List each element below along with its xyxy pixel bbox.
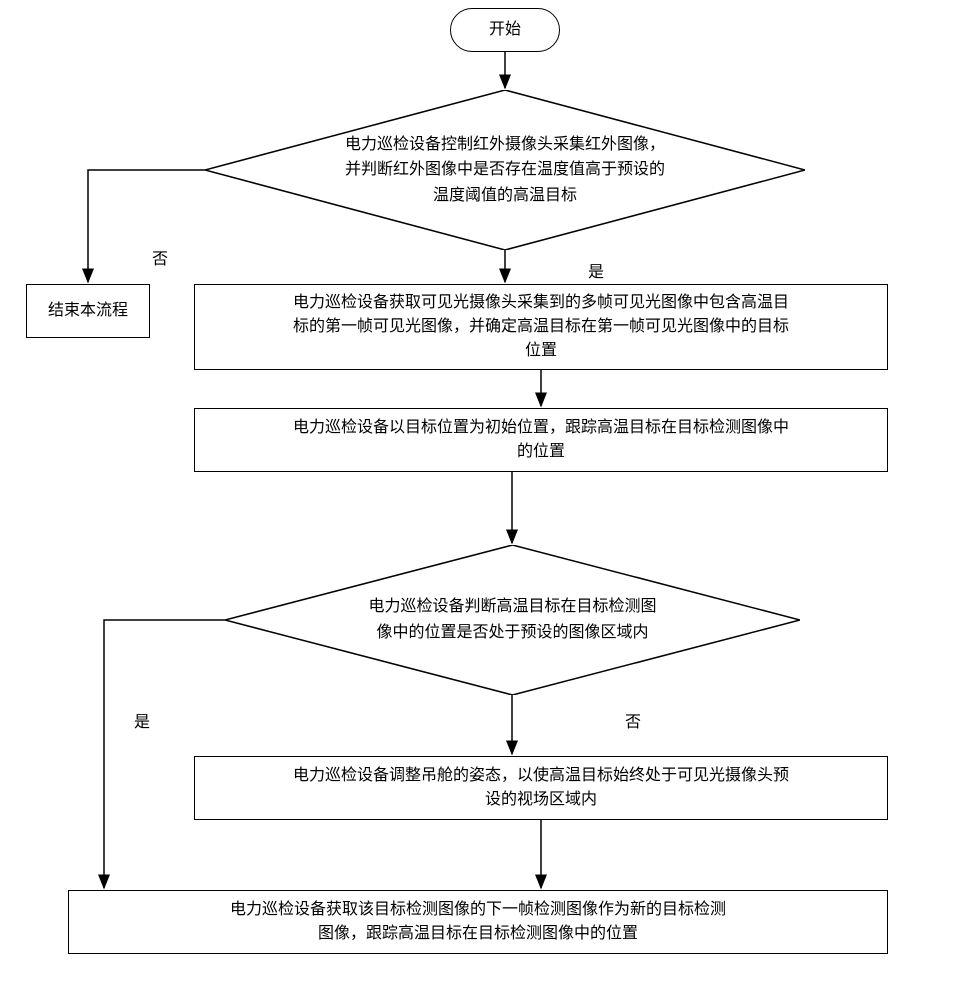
label-no1-text: 否 xyxy=(152,251,168,268)
proc4-node: 电力巡检设备获取该目标检测图像的下一帧检测图像作为新的目标检测 图像，跟踪高温目… xyxy=(68,890,888,954)
proc3-node: 电力巡检设备调整吊舱的姿态，以使高温目标始终处于可见光摄像头预 设的视场区域内 xyxy=(194,756,888,820)
decision2-text: 电力巡检设备判断高温目标在目标检测图 像中的位置是否处于预设的图像区域内 xyxy=(368,594,656,645)
decision1-node: 电力巡检设备控制红外摄像头采集红外图像， 并判断红外图像中是否存在温度值高于预设… xyxy=(205,90,805,250)
edge-d1-end xyxy=(88,170,205,282)
start-node: 开始 xyxy=(450,8,560,52)
proc2-node: 电力巡检设备以目标位置为初始位置，跟踪高温目标在目标检测图像中 的位置 xyxy=(194,408,888,472)
start-label: 开始 xyxy=(489,18,521,42)
proc2-text: 电力巡检设备以目标位置为初始位置，跟踪高温目标在目标检测图像中 的位置 xyxy=(293,416,789,464)
edge-label-no2: 否 xyxy=(625,708,641,732)
proc3-text: 电力巡检设备调整吊舱的姿态，以使高温目标始终处于可见光摄像头预 设的视场区域内 xyxy=(293,764,789,812)
label-yes2-text: 是 xyxy=(134,714,150,731)
proc1-node: 电力巡检设备获取可见光摄像头采集到的多帧可见光图像中包含高温目 标的第一帧可见光… xyxy=(194,284,888,370)
decision1-text: 电力巡检设备控制红外摄像头采集红外图像， 并判断红外图像中是否存在温度值高于预设… xyxy=(345,132,665,209)
proc4-text: 电力巡检设备获取该目标检测图像的下一帧检测图像作为新的目标检测 图像，跟踪高温目… xyxy=(230,898,726,946)
proc1-text: 电力巡检设备获取可见光摄像头采集到的多帧可见光图像中包含高温目 标的第一帧可见光… xyxy=(293,291,789,363)
end-node: 结束本流程 xyxy=(26,284,150,338)
edge-label-no1: 否 xyxy=(152,245,168,269)
label-no2-text: 否 xyxy=(625,714,641,731)
end-label: 结束本流程 xyxy=(48,299,128,323)
edge-label-yes1: 是 xyxy=(588,258,604,282)
label-yes1-text: 是 xyxy=(588,264,604,281)
edge-d2-p4 xyxy=(104,620,225,888)
edge-label-yes2: 是 xyxy=(134,708,150,732)
flowchart-canvas: 开始 电力巡检设备控制红外摄像头采集红外图像， 并判断红外图像中是否存在温度值高… xyxy=(0,0,956,1000)
decision2-node: 电力巡检设备判断高温目标在目标检测图 像中的位置是否处于预设的图像区域内 xyxy=(225,545,800,695)
